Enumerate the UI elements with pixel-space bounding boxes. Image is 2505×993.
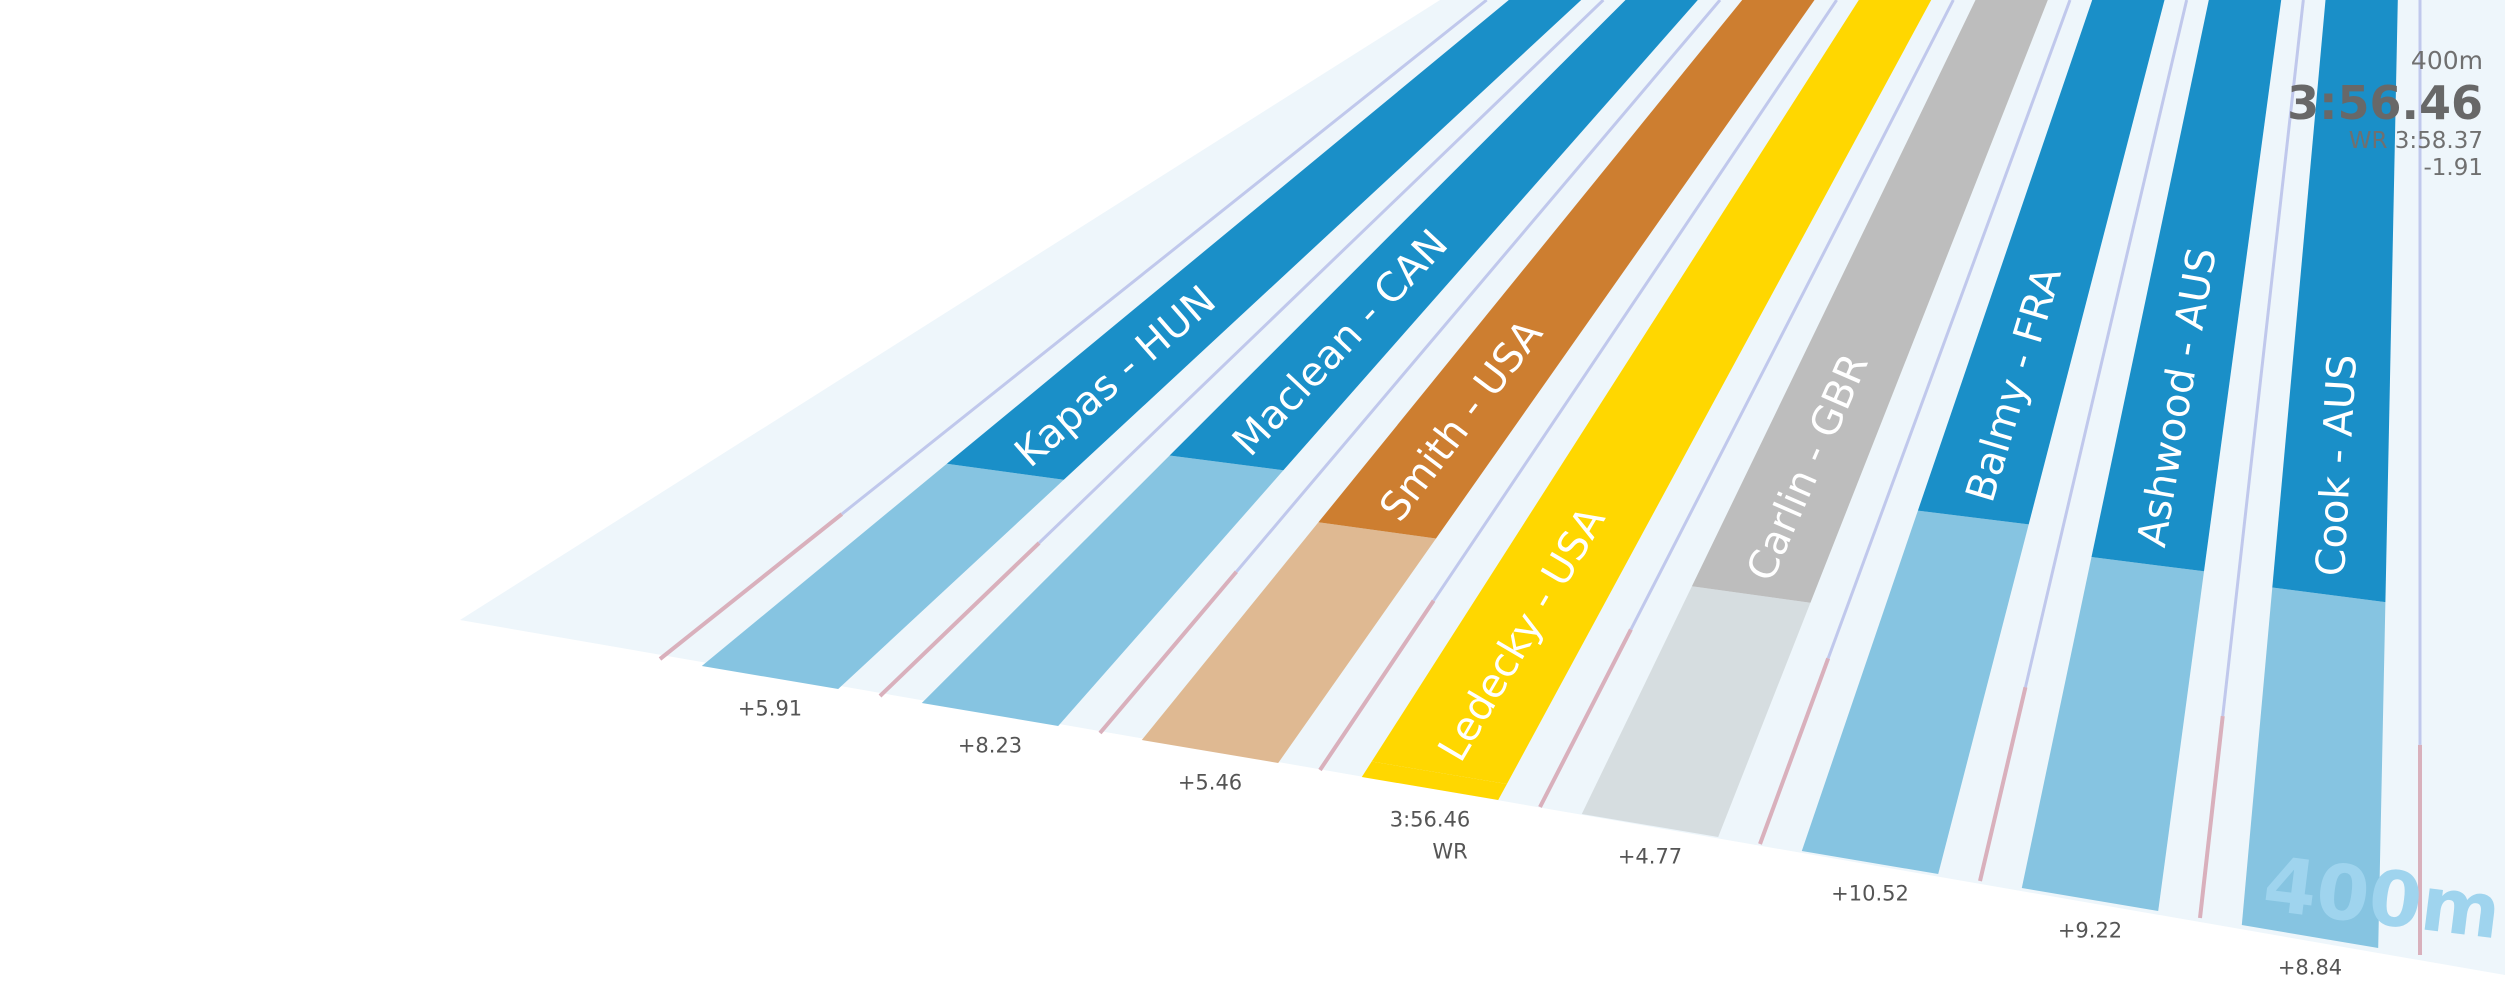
gap-labels: +5.91 +8.23 +5.46 3:56.46 WR +4.77 +10.52 +9.22… (738, 697, 2342, 980)
lane-divider-near (1538, 628, 1633, 808)
lane-bar (2272, 0, 2398, 603)
lane-bar-trail (921, 455, 1284, 726)
lane-bar-trail (2021, 557, 2204, 911)
lane-bar-trail (701, 463, 1064, 689)
lane-divider-far (2024, 0, 2189, 688)
lane-divider-near (658, 512, 844, 661)
lane-divider-near (878, 541, 1041, 698)
gap-label: +10.52 (1831, 882, 1909, 906)
lane-bar-trail (2241, 587, 2386, 948)
gap-label: +8.23 (958, 734, 1022, 758)
lane-divider-far (1235, 0, 1722, 573)
lane-bar (1371, 0, 1932, 784)
lane-divider-far (1629, 0, 1955, 631)
lane-divider-far (2221, 0, 2305, 717)
lane-divider-near (1098, 570, 1238, 735)
lane-divider-far (1038, 0, 1605, 544)
pool-surface (460, 0, 2505, 975)
gap-label: +9.22 (2058, 919, 2122, 943)
lane-bar (946, 0, 1582, 480)
lane-bar (1917, 0, 2165, 525)
gap-label: +5.91 (738, 697, 802, 721)
world-record: WR 3:58.37 (2348, 128, 2483, 154)
gap-label: +8.84 (2278, 956, 2342, 980)
lane-dividers (658, 0, 2422, 955)
lane-bar-trail (1801, 510, 2029, 874)
lane-bar (1691, 0, 2048, 603)
lane-divider-far (1432, 0, 1838, 602)
event-distance: 400m (2410, 46, 2483, 75)
lane-divider-near (1318, 599, 1436, 772)
lane-bar (1318, 0, 1815, 539)
winning-time: 3:56.46 (2287, 76, 2483, 130)
gap-label: 3:56.46 (1390, 808, 1471, 832)
lane-divider-far (840, 0, 1488, 516)
winner-note-label: WR (1432, 840, 1467, 864)
world-record-diff: -1.91 (2423, 155, 2483, 181)
lane-bar (1169, 0, 1698, 471)
gap-label: +5.46 (1178, 771, 1242, 795)
lane-divider-near (1978, 686, 2028, 882)
lane-divider-near (2198, 715, 2225, 919)
lanes (701, 0, 2398, 948)
lane-bar-trail (1581, 586, 1811, 837)
lane-divider-far (1826, 0, 2072, 659)
lane-bar-trail (1361, 761, 1507, 800)
gap-label: +4.77 (1618, 845, 1682, 869)
lane-divider-near (1758, 657, 1831, 845)
lane-bar-trail (1141, 522, 1436, 763)
lane-bar (2091, 0, 2282, 572)
